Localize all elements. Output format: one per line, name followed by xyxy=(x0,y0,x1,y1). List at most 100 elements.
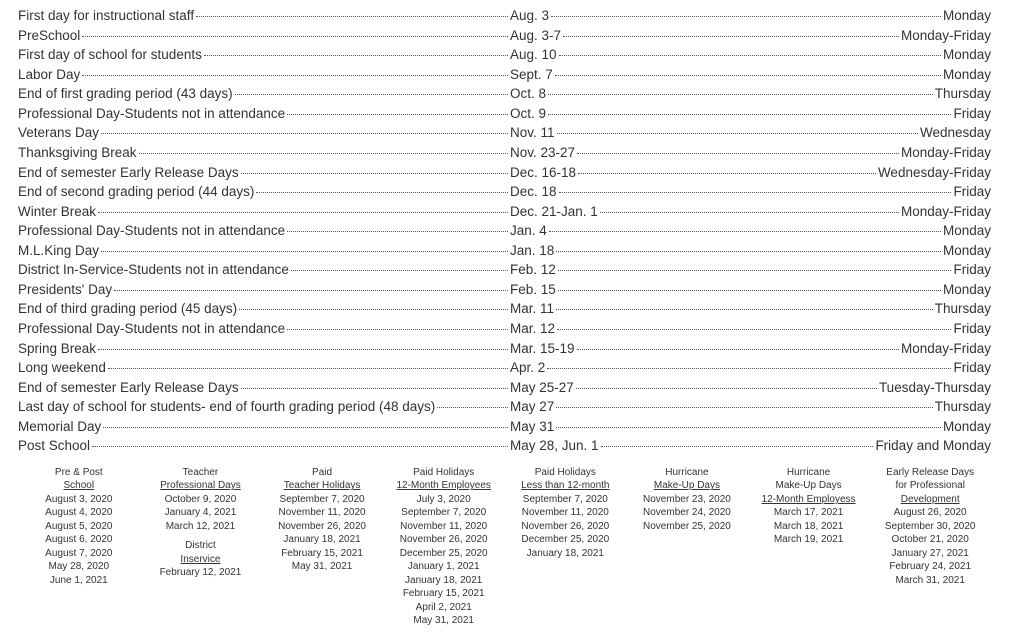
calendar-event: Veterans Day xyxy=(18,123,99,143)
footer-item: December 25, 2020 xyxy=(387,547,501,561)
leader-dots xyxy=(101,133,508,134)
calendar-date: May 28, Jun. 1 xyxy=(510,436,599,456)
calendar-day: Friday xyxy=(953,260,991,280)
calendar-row: Spring BreakMar. 15-19Monday-Friday xyxy=(18,339,991,359)
calendar-event: End of second grading period (44 days) xyxy=(18,182,254,202)
calendar-date: Nov. 11 xyxy=(510,123,555,143)
calendar-day: Friday xyxy=(953,319,991,339)
calendar-row: First day for instructional staffAug. 3M… xyxy=(18,6,991,26)
calendar-event: Long weekend xyxy=(18,358,106,378)
leader-dots xyxy=(549,231,941,232)
calendar-day: Monday-Friday xyxy=(901,26,991,46)
calendar-row: End of second grading period (44 days)De… xyxy=(18,182,991,202)
calendar-row: First day of school for studentsAug. 10M… xyxy=(18,45,991,65)
footer-item: June 1, 2021 xyxy=(22,574,136,588)
leader-dots xyxy=(82,36,508,37)
calendar-day: Wednesday-Friday xyxy=(878,163,991,183)
calendar-date: Mar. 12 xyxy=(510,319,555,339)
calendar-event: Thanksgiving Break xyxy=(18,143,137,163)
footer-item: July 3, 2020 xyxy=(387,493,501,507)
leader-dots xyxy=(578,173,876,174)
calendar-row: M.L.King DayJan. 18Monday xyxy=(18,241,991,261)
leader-dots xyxy=(239,309,508,310)
footer-title-underline: 12-Month Employess xyxy=(752,493,866,507)
footer-item: November 24, 2020 xyxy=(630,506,744,520)
footer-item: May 31, 2021 xyxy=(387,614,501,628)
calendar-row: Post SchoolMay 28, Jun. 1Friday and Mond… xyxy=(18,436,991,456)
footer-item: October 21, 2020 xyxy=(873,533,987,547)
calendar-date: Dec. 16-18 xyxy=(510,163,576,183)
footer-item: November 23, 2020 xyxy=(630,493,744,507)
footer-columns: Pre & PostSchoolAugust 3, 2020August 4, … xyxy=(18,466,991,628)
calendar-event: Professional Day-Students not in attenda… xyxy=(18,221,285,241)
footer-item: January 18, 2021 xyxy=(387,574,501,588)
calendar-day: Thursday xyxy=(935,299,991,319)
leader-dots xyxy=(241,388,508,389)
footer-item: January 27, 2021 xyxy=(873,547,987,561)
calendar-row: End of semester Early Release DaysDec. 1… xyxy=(18,163,991,183)
calendar-date: Mar. 15-19 xyxy=(510,339,575,359)
calendar-date: Sept. 7 xyxy=(510,65,553,85)
footer-item: May 28, 2020 xyxy=(22,560,136,574)
calendar-day: Monday xyxy=(943,280,991,300)
footer-title-underline: Development xyxy=(873,493,987,507)
footer-item: November 11, 2020 xyxy=(265,506,379,520)
footer-item: March 12, 2021 xyxy=(144,520,258,534)
footer-title: Early Release Days xyxy=(873,466,987,480)
footer-title-underline: Teacher Holidays xyxy=(265,479,379,493)
leader-dots xyxy=(548,94,933,95)
footer-item: May 31, 2021 xyxy=(265,560,379,574)
leader-dots xyxy=(600,212,899,213)
calendar-event: Labor Day xyxy=(18,65,80,85)
leader-dots xyxy=(556,427,941,428)
calendar-date: May 25-27 xyxy=(510,378,574,398)
footer-item: April 2, 2021 xyxy=(387,601,501,615)
calendar-day: Friday xyxy=(953,182,991,202)
footer-item: November 26, 2020 xyxy=(265,520,379,534)
leader-dots xyxy=(287,329,508,330)
calendar-day: Thursday xyxy=(935,84,991,104)
calendar-date: Aug. 3-7 xyxy=(510,26,561,46)
footer-item: August 5, 2020 xyxy=(22,520,136,534)
calendar-date: May 27 xyxy=(510,397,554,417)
leader-dots xyxy=(601,446,874,447)
calendar-row: Memorial Day May 31 Monday xyxy=(18,417,991,437)
leader-dots xyxy=(576,388,877,389)
footer-title-underline: Inservice xyxy=(144,553,258,567)
calendar-event: District In-Service-Students not in atte… xyxy=(18,260,289,280)
leader-dots xyxy=(577,349,899,350)
calendar-day: Monday xyxy=(943,45,991,65)
footer-title-underline: 12-Month Employees xyxy=(387,479,501,493)
footer-item: February 15, 2021 xyxy=(265,547,379,561)
calendar-row: Labor DaySept. 7Monday xyxy=(18,65,991,85)
calendar-row: District In-Service-Students not in atte… xyxy=(18,260,991,280)
calendar-event: End of semester Early Release Days xyxy=(18,378,239,398)
leader-dots xyxy=(559,192,952,193)
leader-dots xyxy=(256,192,508,193)
footer-item: September 7, 2020 xyxy=(265,493,379,507)
footer-item: August 3, 2020 xyxy=(22,493,136,507)
footer-item: October 9, 2020 xyxy=(144,493,258,507)
calendar-date: Apr. 2 xyxy=(510,358,545,378)
calendar-event: Memorial Day xyxy=(18,417,101,437)
calendar-row: Presidents' DayFeb. 15Monday xyxy=(18,280,991,300)
calendar-event: Professional Day-Students not in attenda… xyxy=(18,104,285,124)
footer-item: September 30, 2020 xyxy=(873,520,987,534)
footer-item: August 7, 2020 xyxy=(22,547,136,561)
calendar-date: Aug. 10 xyxy=(510,45,557,65)
leader-dots xyxy=(287,231,508,232)
footer-item: January 18, 2021 xyxy=(509,547,623,561)
footer-item: August 4, 2020 xyxy=(22,506,136,520)
footer-item: December 25, 2020 xyxy=(509,533,623,547)
calendar-date: Nov. 23-27 xyxy=(510,143,575,163)
leader-dots xyxy=(551,16,941,17)
calendar-date: Oct. 9 xyxy=(510,104,546,124)
footer-item: March 17, 2021 xyxy=(752,506,866,520)
leader-dots xyxy=(108,368,508,369)
footer-title: Paid Holidays xyxy=(387,466,501,480)
calendar-date: May 31 xyxy=(510,417,554,437)
leader-dots xyxy=(548,114,951,115)
calendar-event: End of first grading period (43 days) xyxy=(18,84,233,104)
calendar-date: Oct. 8 xyxy=(510,84,546,104)
calendar-day: Monday xyxy=(943,417,991,437)
